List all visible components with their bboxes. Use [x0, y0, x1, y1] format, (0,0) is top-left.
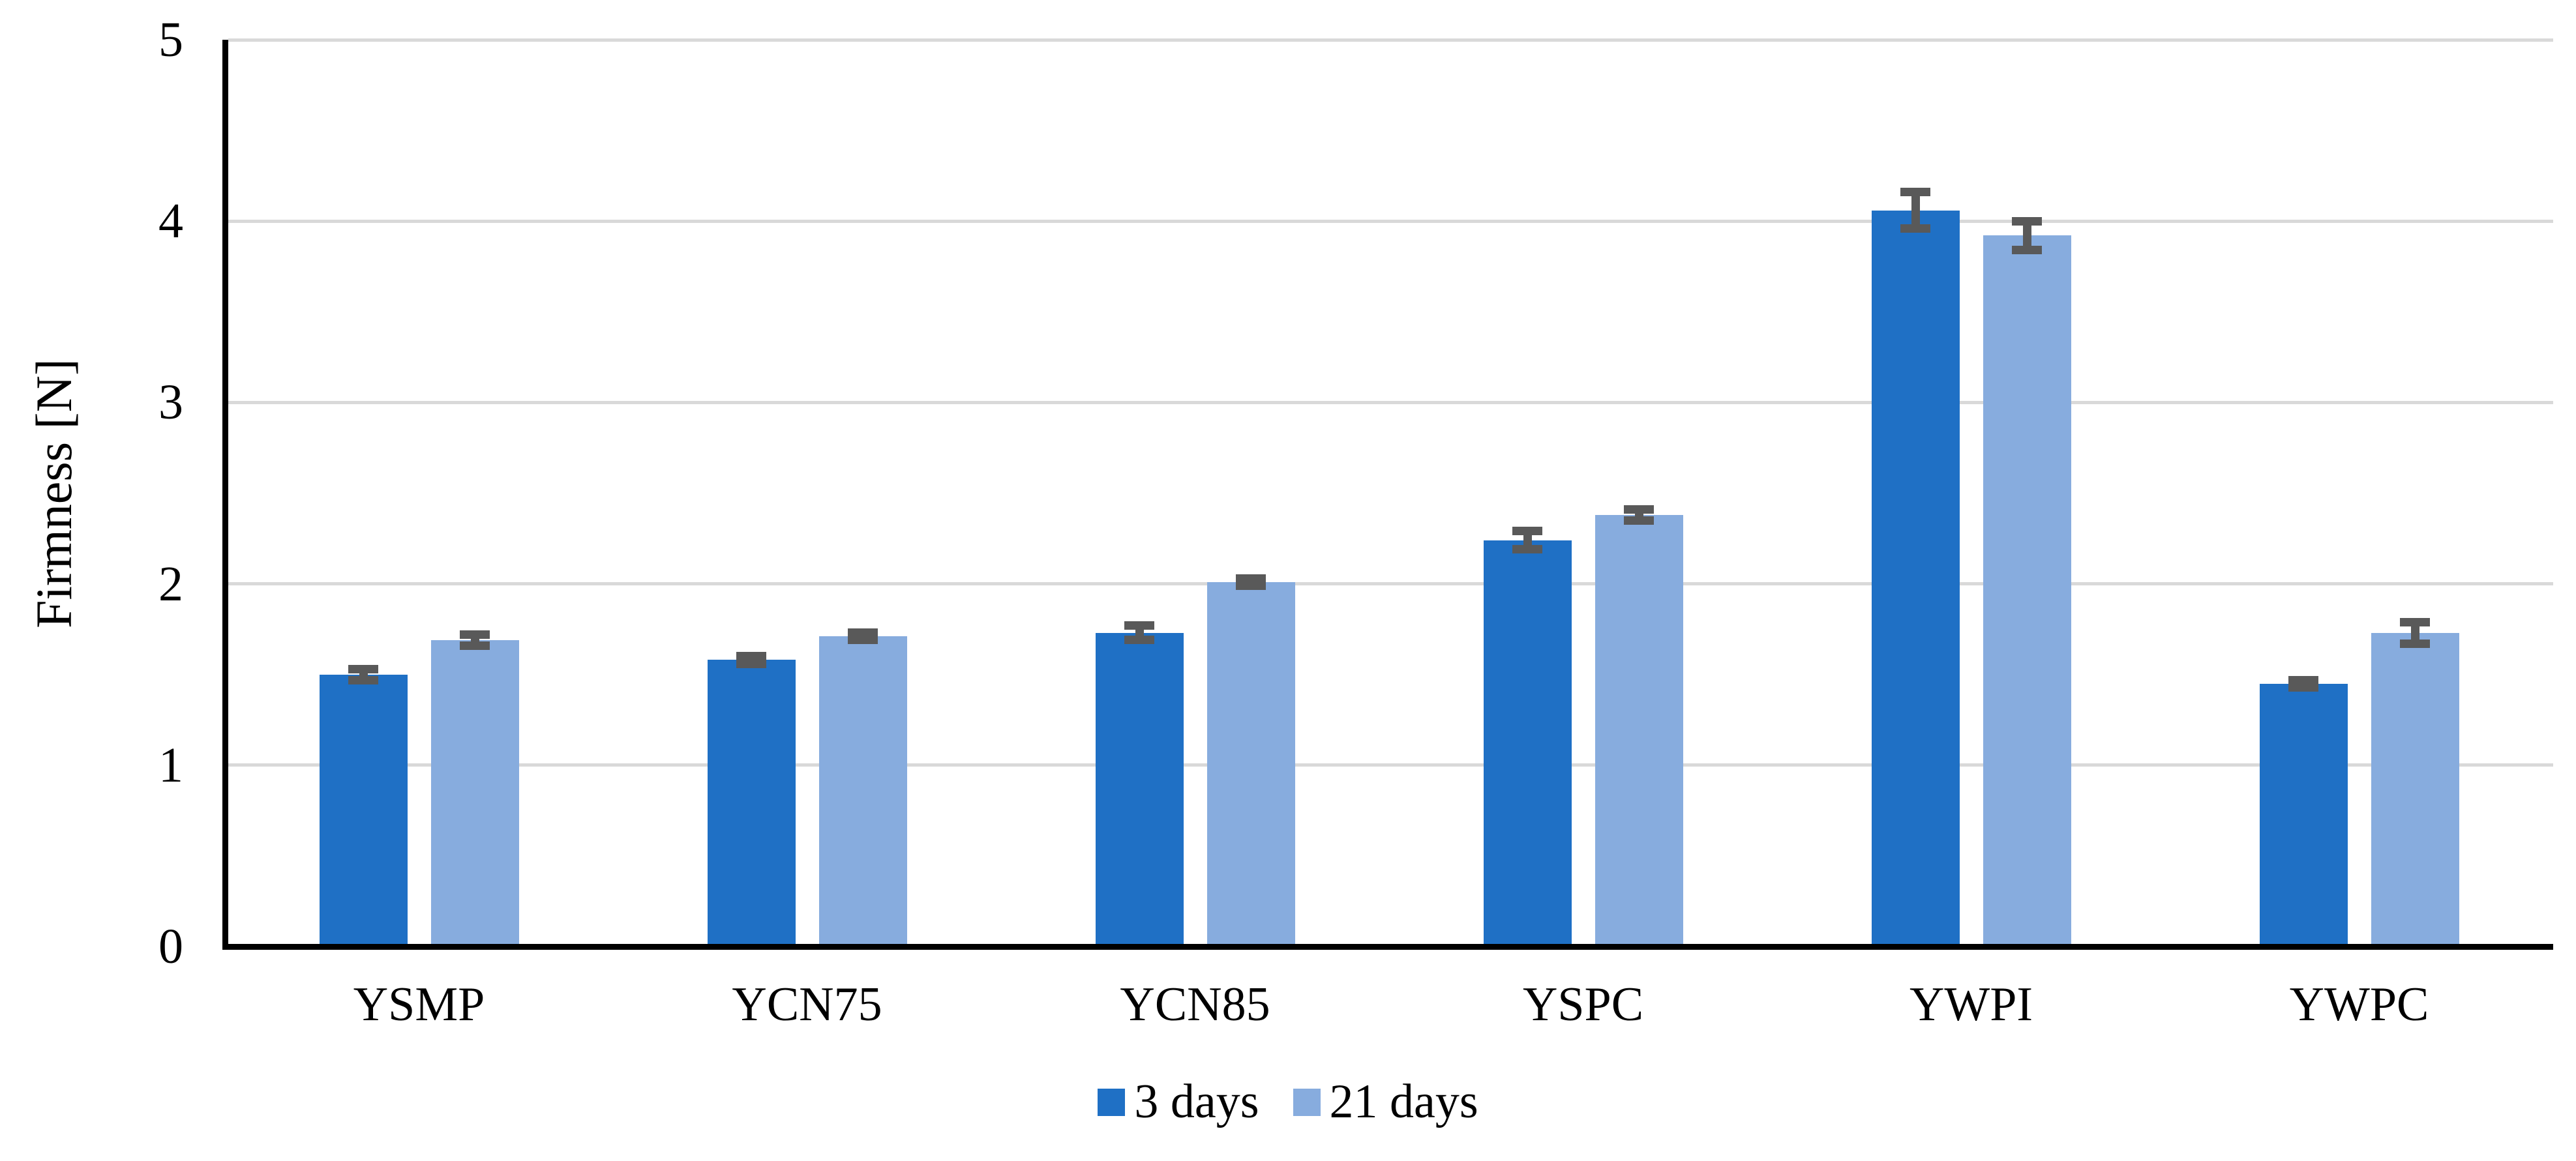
bar-21-days-ywpi [1983, 235, 2071, 949]
error-bar [1512, 527, 1542, 536]
error-bar [1236, 574, 1266, 583]
error-bar [2400, 639, 2430, 648]
y-tick-label: 0 [158, 919, 183, 974]
x-category-label: YWPC [2289, 978, 2429, 1031]
gridline [228, 763, 2553, 767]
x-category-label: YSPC [1522, 978, 1644, 1031]
bar-21-days-ysmp [430, 639, 519, 949]
error-bar [1523, 531, 1532, 550]
x-category-label: YSMP [353, 978, 485, 1031]
legend-label: 21 days [1329, 1075, 1478, 1128]
gridline [228, 400, 2553, 404]
y-tick-label: 3 [158, 375, 183, 430]
error-bar [1236, 581, 1266, 590]
error-bar [1900, 224, 1930, 233]
gridline [228, 582, 2553, 586]
legend-item-3-days: 3 days [1098, 1074, 1259, 1130]
y-axis-line [222, 40, 228, 950]
error-bar [1512, 545, 1542, 554]
error-bar [460, 641, 490, 650]
error-bar [1900, 188, 1930, 197]
error-bar [736, 652, 766, 661]
gridline [228, 38, 2553, 42]
bar-3-days-ycn75 [707, 660, 796, 949]
error-bar [2288, 675, 2318, 684]
y-tick-label: 2 [158, 556, 183, 611]
bar-21-days-ywpc [2371, 632, 2459, 949]
bar-3-days-ywpi [1871, 210, 1960, 949]
error-bar [848, 628, 878, 638]
error-bar [1124, 636, 1154, 645]
bar-3-days-yspc [1483, 540, 1572, 949]
legend-label: 3 days [1134, 1075, 1259, 1128]
error-bar [736, 659, 766, 668]
error-bar [1124, 621, 1154, 630]
error-bar [1911, 192, 1920, 229]
error-bar [2022, 221, 2031, 250]
legend-swatch-3-days [1098, 1088, 1126, 1116]
x-category-label: YWPI [1909, 978, 2033, 1031]
error-bar [2288, 683, 2318, 692]
error-bar [1624, 505, 1654, 514]
error-bar [2012, 246, 2042, 255]
bar-3-days-ycn85 [1095, 632, 1184, 949]
error-bar [2410, 622, 2419, 644]
legend: 3 days 21 days [0, 1074, 2576, 1130]
error-bar [348, 664, 378, 673]
x-category-label: YCN85 [1120, 978, 1270, 1031]
bar-3-days-ywpc [2259, 683, 2348, 949]
legend-swatch-21-days [1293, 1088, 1321, 1116]
error-bar [460, 630, 490, 639]
y-tick-label: 5 [158, 12, 183, 67]
error-bar [1624, 516, 1654, 525]
error-bar [2012, 216, 2042, 226]
legend-item-21-days: 21 days [1293, 1074, 1478, 1130]
error-bar [348, 675, 378, 684]
error-bar [2400, 617, 2430, 626]
bar-3-days-ysmp [319, 674, 408, 949]
y-tick-label: 1 [158, 737, 183, 793]
bar-21-days-yspc [1595, 514, 1683, 949]
bar-21-days-ycn85 [1206, 581, 1295, 949]
gridline [228, 219, 2553, 223]
bar-21-days-ycn75 [818, 636, 907, 949]
error-bar [848, 636, 878, 645]
x-category-label: YCN75 [732, 978, 882, 1031]
x-axis-line [222, 943, 2553, 950]
y-tick-label: 4 [158, 194, 183, 249]
